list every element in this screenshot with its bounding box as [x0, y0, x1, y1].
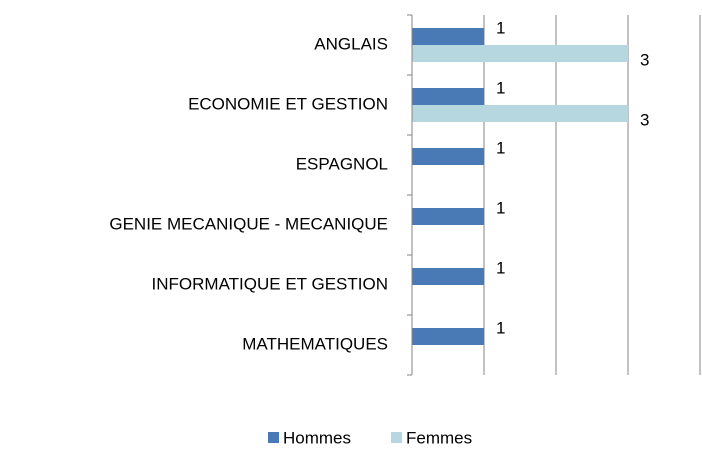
y-tick-label: MATHEMATIQUES	[242, 334, 388, 353]
bar	[412, 105, 628, 122]
y-tick-label: INFORMATIQUE ET GESTION	[152, 274, 388, 293]
legend-label: Hommes	[283, 428, 351, 447]
bar	[412, 28, 484, 45]
data-label: 1	[496, 18, 505, 37]
bar	[412, 268, 484, 285]
y-tick-label: ESPAGNOL	[296, 154, 388, 173]
y-tick-label: ECONOMIE ET GESTION	[188, 94, 388, 113]
data-label: 1	[496, 138, 505, 157]
data-label: 3	[640, 110, 649, 129]
bar	[412, 45, 628, 62]
data-label: 3	[640, 50, 649, 69]
bar	[412, 148, 484, 165]
legend-swatch	[268, 432, 279, 443]
data-label: 1	[496, 78, 505, 97]
data-label: 1	[496, 318, 505, 337]
bar	[412, 208, 484, 225]
data-label: 1	[496, 258, 505, 277]
data-label: 1	[496, 198, 505, 217]
y-tick-label: ANGLAIS	[314, 34, 388, 53]
legend-label: Femmes	[406, 428, 472, 447]
bar	[412, 328, 484, 345]
legend-swatch	[391, 432, 403, 443]
y-tick-label: GENIE MECANIQUE - MECANIQUE	[109, 214, 388, 233]
bar	[412, 88, 484, 105]
